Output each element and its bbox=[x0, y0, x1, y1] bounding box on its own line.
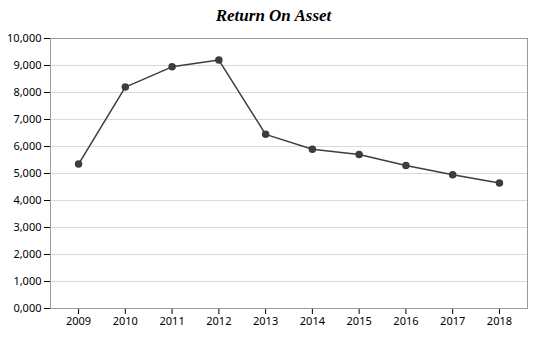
svg-text:8,000: 8,000 bbox=[13, 84, 41, 99]
svg-text:5,000: 5,000 bbox=[13, 165, 41, 180]
svg-text:2018: 2018 bbox=[487, 313, 512, 328]
svg-text:10,000: 10,000 bbox=[7, 30, 41, 45]
svg-text:6,000: 6,000 bbox=[13, 138, 41, 153]
svg-text:1,000: 1,000 bbox=[13, 273, 41, 288]
svg-text:9,000: 9,000 bbox=[13, 57, 41, 72]
svg-text:4,000: 4,000 bbox=[13, 192, 41, 207]
svg-text:2015: 2015 bbox=[347, 313, 372, 328]
svg-text:2012: 2012 bbox=[206, 313, 231, 328]
svg-text:3,000: 3,000 bbox=[13, 219, 41, 234]
svg-text:2011: 2011 bbox=[160, 313, 185, 328]
svg-text:2016: 2016 bbox=[393, 313, 418, 328]
svg-text:2010: 2010 bbox=[113, 313, 138, 328]
svg-text:2009: 2009 bbox=[66, 313, 91, 328]
svg-text:7,000: 7,000 bbox=[13, 111, 41, 126]
html-text:Return On Asset: Return On Asset bbox=[215, 6, 332, 25]
svg-text:2013: 2013 bbox=[253, 313, 278, 328]
svg-text:2017: 2017 bbox=[440, 313, 465, 328]
svg-text:0,000: 0,000 bbox=[13, 300, 41, 315]
svg-text:2,000: 2,000 bbox=[13, 246, 41, 261]
svg-text:2014: 2014 bbox=[300, 313, 326, 328]
